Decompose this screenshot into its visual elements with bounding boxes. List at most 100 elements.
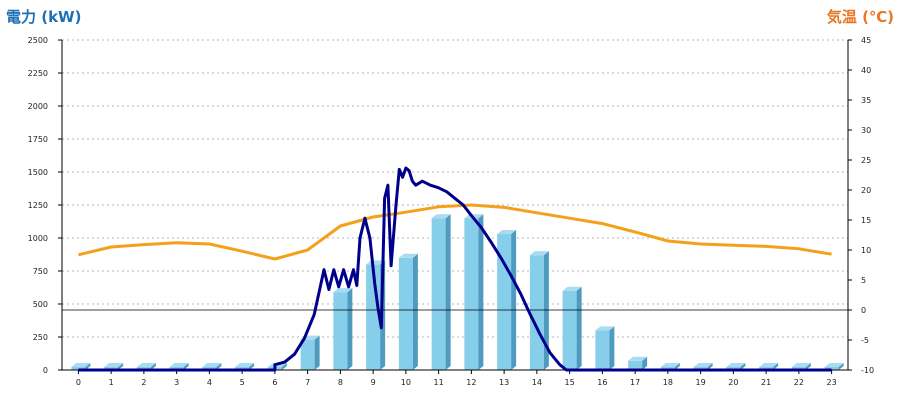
power-bar-top xyxy=(562,286,582,291)
right-axis-title: 気温 (℃) xyxy=(827,8,894,26)
x-tick-label: 22 xyxy=(794,378,804,387)
power-bar-top xyxy=(235,363,255,367)
x-tick-label: 4 xyxy=(207,378,212,387)
power-bar-top xyxy=(824,363,844,367)
power-bar-top xyxy=(71,363,91,367)
x-tick-label: 14 xyxy=(532,378,542,387)
left-axis-title: 電力 (kW) xyxy=(6,8,81,26)
left-tick-label: 2000 xyxy=(28,102,48,111)
power-bar-side xyxy=(773,363,779,370)
power-bar-top xyxy=(169,363,189,367)
power-bar-top xyxy=(791,363,811,367)
power-bar-side xyxy=(740,363,746,370)
power-bar-top xyxy=(333,288,353,293)
x-tick-label: 3 xyxy=(174,378,179,387)
right-tick-label: 20 xyxy=(861,186,871,195)
right-tick-label: 15 xyxy=(861,216,871,225)
power-bar xyxy=(562,290,577,370)
power-bar xyxy=(824,367,839,370)
x-tick-label: 21 xyxy=(761,378,771,387)
left-tick-label: 500 xyxy=(33,300,48,309)
right-tick-label: 10 xyxy=(861,246,871,255)
x-tick-label: 15 xyxy=(565,378,575,387)
power-bar-side xyxy=(674,363,680,370)
power-bar-side xyxy=(838,363,844,370)
power-bar-top xyxy=(628,356,648,361)
x-tick-label: 7 xyxy=(305,378,310,387)
x-tick-label: 0 xyxy=(76,378,81,387)
power-series xyxy=(78,166,832,372)
left-tick-label: 750 xyxy=(33,267,48,276)
x-tick-label: 16 xyxy=(597,378,607,387)
grid-lines xyxy=(62,39,848,338)
power-bar-side xyxy=(314,335,320,370)
power-bar-top xyxy=(464,214,484,219)
left-tick-label: 250 xyxy=(33,333,48,342)
power-bar-top xyxy=(497,230,517,235)
x-tick-label: 20 xyxy=(728,378,738,387)
power-bar xyxy=(300,339,315,370)
power-bar xyxy=(529,255,544,370)
right-tick-label: -10 xyxy=(861,366,874,375)
power-bar-side xyxy=(150,363,156,370)
x-tick-label: 19 xyxy=(696,378,706,387)
right-tick-label: 0 xyxy=(861,306,866,315)
power-bar-top xyxy=(759,363,779,367)
power-bar-top xyxy=(595,326,615,331)
power-bar-side xyxy=(85,363,91,370)
temperature-line xyxy=(78,203,832,261)
power-bar-side xyxy=(511,230,517,370)
x-tick-label: 11 xyxy=(434,378,444,387)
left-tick-label: 1500 xyxy=(28,168,48,177)
power-bar-top xyxy=(693,363,713,367)
power-bar-top xyxy=(104,363,124,367)
power-line xyxy=(78,166,832,372)
right-tick-label: 35 xyxy=(861,96,871,105)
left-tick-label: 0 xyxy=(43,366,48,375)
power-bar-side xyxy=(707,363,713,370)
power-bar-side xyxy=(249,363,255,370)
power-bar-side xyxy=(805,363,811,370)
right-tick-label: 40 xyxy=(861,66,871,75)
x-tick-label: 2 xyxy=(141,378,146,387)
power-bar-side xyxy=(216,363,222,370)
power-bar-side xyxy=(281,363,287,370)
power-bar-side xyxy=(478,214,484,370)
power-bar xyxy=(398,257,413,370)
right-tick-label: -5 xyxy=(861,336,869,345)
x-tick-label: 17 xyxy=(630,378,640,387)
x-tick-label: 5 xyxy=(240,378,245,387)
power-bar-side xyxy=(347,288,353,370)
x-tick-label: 8 xyxy=(338,378,343,387)
right-tick-label: 25 xyxy=(861,156,871,165)
left-tick-label: 1000 xyxy=(28,234,48,243)
right-tick-label: 5 xyxy=(861,276,866,285)
right-tick-label: 30 xyxy=(861,126,871,135)
temperature-series xyxy=(78,203,832,261)
left-tick-label: 2500 xyxy=(28,36,48,45)
power-bar-top xyxy=(660,363,680,367)
x-tick-label: 12 xyxy=(466,378,476,387)
left-tick-label: 1750 xyxy=(28,135,48,144)
power-bar xyxy=(431,218,446,370)
power-bar xyxy=(464,218,479,370)
power-bar xyxy=(628,360,643,370)
power-bar-side xyxy=(576,286,582,370)
power-bars xyxy=(71,214,844,370)
left-tick-label: 2250 xyxy=(28,69,48,78)
power-bar xyxy=(333,292,348,370)
power-bar-side xyxy=(609,326,615,370)
x-tick-label: 18 xyxy=(663,378,673,387)
power-bar-side xyxy=(543,251,549,370)
power-bar-top xyxy=(136,363,156,367)
x-tick-label: 10 xyxy=(401,378,411,387)
power-bar-side xyxy=(118,363,124,370)
power-bar-side xyxy=(412,253,418,370)
tick-labels: 02505007501000125015001750200022502500-1… xyxy=(28,36,874,387)
x-tick-label: 1 xyxy=(109,378,114,387)
power-bar xyxy=(595,330,610,370)
power-bar xyxy=(71,367,86,370)
power-bar-top xyxy=(529,251,549,256)
power-bar-side xyxy=(183,363,189,370)
